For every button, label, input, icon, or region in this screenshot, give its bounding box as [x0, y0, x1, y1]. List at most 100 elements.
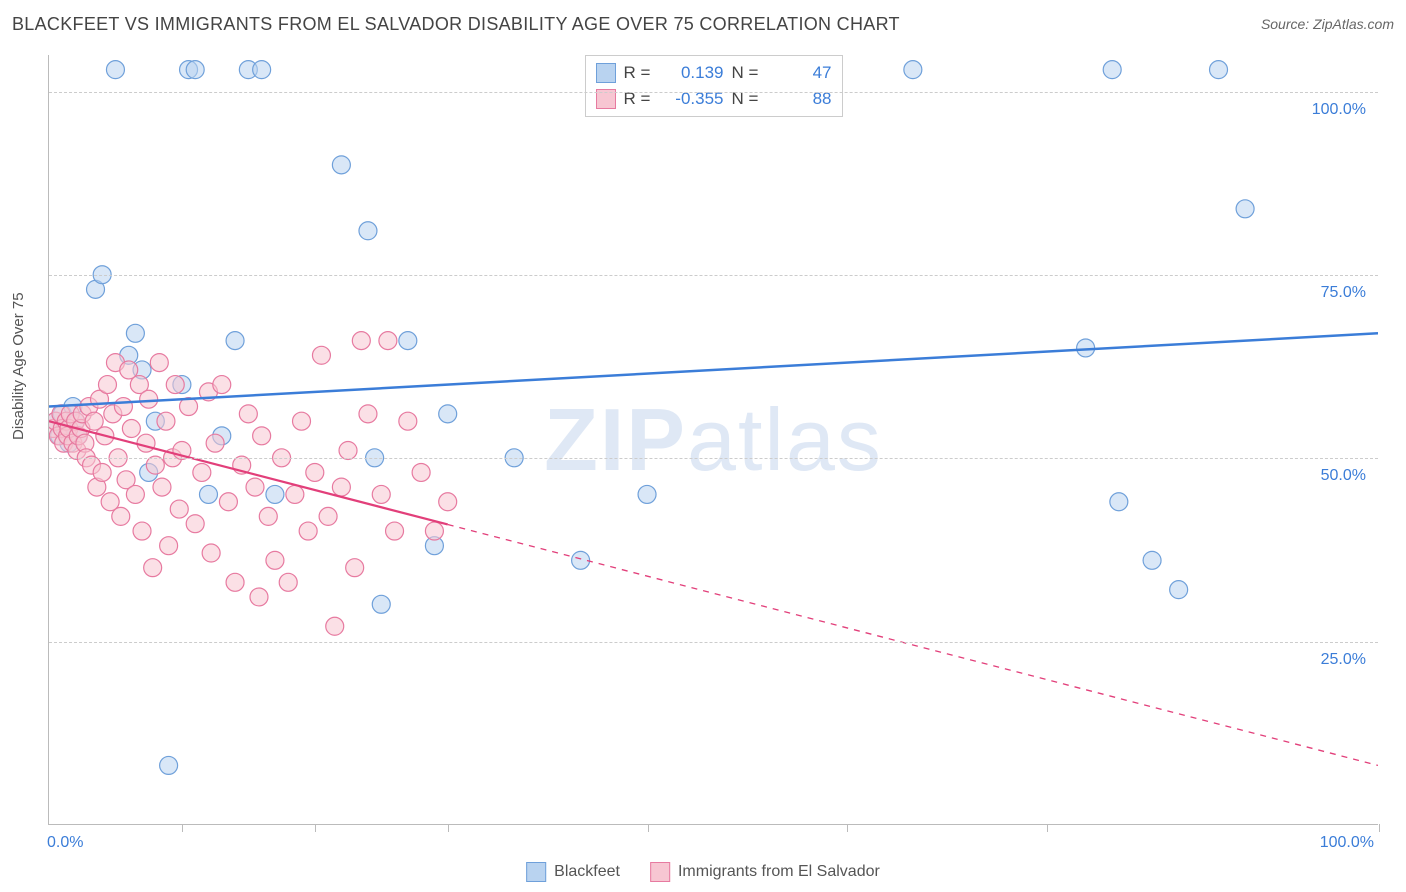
scatter-point: [386, 522, 404, 540]
y-axis-label: Disability Age Over 75: [10, 292, 27, 440]
scatter-point: [93, 463, 111, 481]
scatter-point: [253, 427, 271, 445]
scatter-point: [306, 463, 324, 481]
scatter-point: [160, 756, 178, 774]
correlation-legend: R = 0.139 N = 47 R =-0.355N =88: [585, 55, 843, 117]
scatter-point: [160, 537, 178, 555]
source-name: ZipAtlas.com: [1313, 16, 1394, 32]
scatter-point: [1236, 200, 1254, 218]
scatter-point: [150, 354, 168, 372]
x-tick: [1379, 824, 1380, 832]
scatter-point: [293, 412, 311, 430]
scatter-point: [239, 405, 257, 423]
legend-n-label: N =: [732, 63, 764, 83]
scatter-point: [346, 559, 364, 577]
source-attribution: Source: ZipAtlas.com: [1261, 16, 1394, 32]
gridline: [49, 275, 1378, 276]
scatter-point: [186, 61, 204, 79]
scatter-point: [157, 412, 175, 430]
legend-swatch: [526, 862, 546, 882]
scatter-svg: [49, 55, 1378, 824]
x-tick-min: 0.0%: [47, 834, 83, 852]
legend-swatch: [596, 63, 616, 83]
scatter-point: [1210, 61, 1228, 79]
y-tick-label: 50.0%: [1321, 467, 1366, 485]
scatter-point: [339, 441, 357, 459]
scatter-point: [312, 346, 330, 364]
x-tick: [315, 824, 316, 832]
scatter-point: [266, 551, 284, 569]
scatter-point: [193, 463, 211, 481]
scatter-point: [206, 434, 224, 452]
scatter-point: [399, 332, 417, 350]
gridline: [49, 92, 1378, 93]
scatter-point: [122, 420, 140, 438]
scatter-point: [144, 559, 162, 577]
series-legend: Blackfeet Immigrants from El Salvador: [526, 862, 880, 882]
legend-item: Immigrants from El Salvador: [650, 862, 880, 882]
scatter-point: [279, 573, 297, 591]
scatter-point: [319, 507, 337, 525]
scatter-point: [202, 544, 220, 562]
legend-label: Blackfeet: [554, 863, 620, 881]
scatter-point: [1103, 61, 1121, 79]
scatter-point: [266, 485, 284, 503]
x-tick: [448, 824, 449, 832]
scatter-point: [326, 617, 344, 635]
scatter-point: [170, 500, 188, 518]
legend-r-label: R =: [624, 63, 656, 83]
scatter-point: [199, 485, 217, 503]
header: BLACKFEET VS IMMIGRANTS FROM EL SALVADOR…: [0, 0, 1406, 42]
scatter-point: [153, 478, 171, 496]
chart-title: BLACKFEET VS IMMIGRANTS FROM EL SALVADOR…: [12, 14, 900, 35]
scatter-point: [379, 332, 397, 350]
scatter-point: [352, 332, 370, 350]
scatter-point: [286, 485, 304, 503]
legend-swatch: [650, 862, 670, 882]
scatter-point: [226, 573, 244, 591]
legend-row: R =-0.355N =88: [596, 86, 832, 112]
scatter-point: [332, 478, 350, 496]
legend-row: R = 0.139 N = 47: [596, 60, 832, 86]
scatter-point: [137, 434, 155, 452]
y-tick-label: 25.0%: [1321, 651, 1366, 669]
scatter-point: [638, 485, 656, 503]
scatter-point: [425, 522, 443, 540]
y-tick-label: 100.0%: [1312, 101, 1366, 119]
scatter-point: [213, 376, 231, 394]
scatter-point: [246, 478, 264, 496]
legend-item: Blackfeet: [526, 862, 620, 882]
scatter-point: [332, 156, 350, 174]
y-tick-label: 75.0%: [1321, 284, 1366, 302]
scatter-point: [126, 324, 144, 342]
scatter-point: [166, 376, 184, 394]
scatter-point: [98, 376, 116, 394]
source-prefix: Source:: [1261, 16, 1313, 32]
scatter-point: [133, 522, 151, 540]
trend-line-dashed: [448, 524, 1378, 765]
scatter-point: [226, 332, 244, 350]
chart-plot-area: ZIPatlas R =0.139N =47R =-0.355N =88 0.0…: [48, 55, 1378, 825]
scatter-point: [253, 61, 271, 79]
scatter-point: [1110, 493, 1128, 511]
scatter-point: [372, 595, 390, 613]
scatter-point: [299, 522, 317, 540]
scatter-point: [186, 515, 204, 533]
gridline: [49, 458, 1378, 459]
scatter-point: [112, 507, 130, 525]
legend-r-value: 0.139: [664, 63, 724, 83]
x-tick-max: 100.0%: [1320, 834, 1374, 852]
x-tick: [648, 824, 649, 832]
scatter-point: [1143, 551, 1161, 569]
scatter-point: [399, 412, 417, 430]
scatter-point: [106, 61, 124, 79]
scatter-point: [439, 405, 457, 423]
scatter-point: [126, 485, 144, 503]
x-tick: [182, 824, 183, 832]
legend-n-value: 47: [772, 63, 832, 83]
scatter-point: [219, 493, 237, 511]
scatter-point: [250, 588, 268, 606]
gridline: [49, 642, 1378, 643]
scatter-point: [439, 493, 457, 511]
x-tick: [1047, 824, 1048, 832]
